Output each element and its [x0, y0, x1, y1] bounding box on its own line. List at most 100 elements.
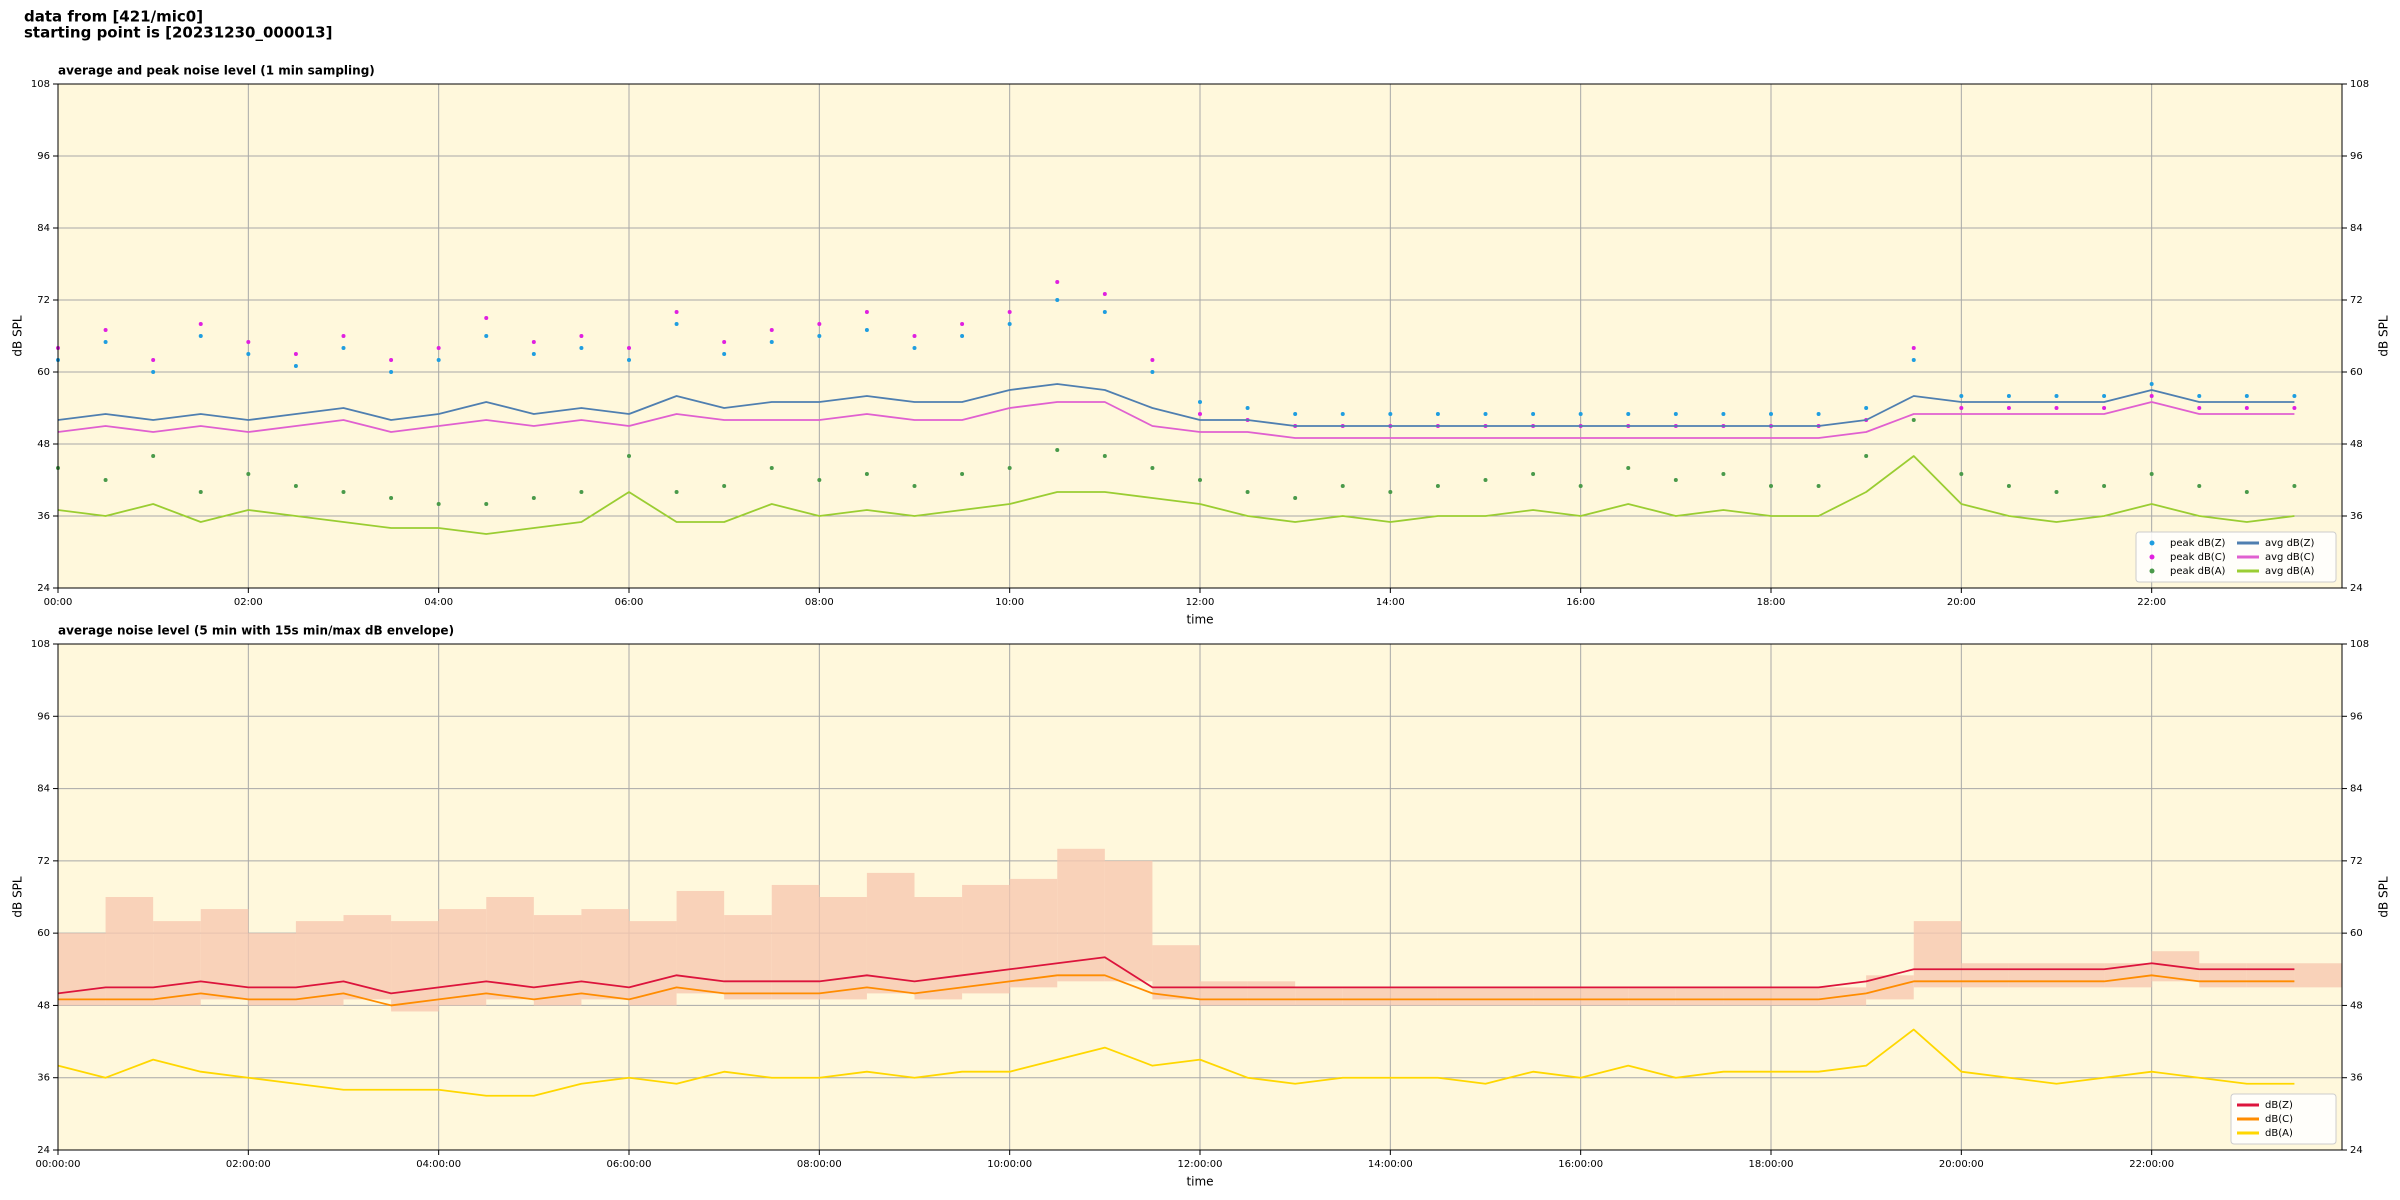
peak-point	[2149, 382, 2154, 386]
peak-point	[531, 352, 536, 356]
peak-point	[389, 358, 394, 362]
peak-point	[769, 466, 774, 470]
peak-point	[246, 352, 251, 356]
series-line	[57, 401, 2295, 439]
peak-point	[1769, 484, 1773, 488]
y-tick-label: 48	[37, 439, 50, 450]
envelope-band	[1580, 987, 1629, 1006]
peak-point	[436, 358, 441, 362]
peak-point	[151, 358, 156, 362]
envelope-band	[58, 933, 106, 1006]
peak-point	[246, 340, 251, 344]
peak-point	[1911, 346, 1916, 350]
envelope-band	[1437, 987, 1486, 1006]
peak-point	[1102, 454, 1107, 458]
peak-point	[722, 352, 727, 356]
peak-point	[1578, 484, 1583, 488]
x-tick-label: 04:00:00	[416, 1159, 461, 1170]
peak-point	[2197, 406, 2202, 410]
peak-point	[1150, 370, 1155, 374]
peak-point	[864, 472, 869, 476]
y-tick-label: 60	[37, 928, 50, 939]
series-line	[57, 455, 2295, 535]
envelope-band	[1009, 878, 1058, 988]
peak-point	[1816, 412, 1821, 416]
y2-tick-label: 84	[2350, 223, 2363, 234]
peak-point	[1245, 490, 1250, 494]
envelope-band	[105, 897, 154, 1006]
peak-point	[769, 340, 774, 344]
peak-point	[389, 370, 394, 374]
peak-point	[817, 334, 822, 338]
legend-label: peak dB(A)	[2170, 566, 2226, 577]
peak-point	[198, 322, 203, 326]
header-line: data from [421/mic0]	[24, 8, 203, 26]
peak-point	[1055, 280, 1060, 284]
envelope-band	[1200, 981, 1248, 1006]
peak-point	[817, 478, 822, 482]
peak-point	[960, 334, 965, 338]
envelope-band	[1057, 848, 1105, 982]
legend-marker	[2149, 540, 2155, 546]
peak-point	[103, 328, 108, 332]
peak-point	[1198, 412, 1202, 416]
peak-point	[579, 334, 584, 338]
peak-point	[1245, 406, 1250, 410]
y2-tick-label: 96	[2350, 151, 2363, 162]
y2-axis-label: dB SPL	[2377, 876, 2391, 918]
peak-point	[436, 502, 441, 506]
envelope-band	[1485, 987, 1534, 1006]
peak-point	[484, 316, 489, 320]
envelope-band	[343, 915, 392, 1000]
envelope-band	[1771, 987, 1819, 1006]
peak-point	[627, 454, 631, 458]
peak-point	[389, 496, 394, 500]
peak-point	[627, 346, 631, 350]
peak-point	[864, 310, 869, 314]
peak-point	[198, 490, 203, 494]
legend-label: dB(Z)	[2265, 1100, 2293, 1111]
legend-label: peak dB(C)	[2170, 552, 2226, 563]
peak-point	[2292, 394, 2297, 398]
y-tick-label: 60	[37, 367, 50, 378]
y2-tick-label: 36	[2350, 511, 2363, 522]
y2-tick-label: 60	[2350, 928, 2363, 939]
y-tick-label: 48	[37, 1000, 50, 1011]
peak-point	[341, 346, 346, 350]
peak-point	[1388, 412, 1393, 416]
x-tick-label: 16:00	[1566, 597, 1595, 608]
envelope-band	[866, 872, 915, 994]
y2-tick-label: 108	[2350, 639, 2369, 650]
peak-point	[912, 346, 917, 350]
y2-tick-label: 36	[2350, 1073, 2363, 1084]
peak-point	[1340, 484, 1345, 488]
peak-point	[1864, 406, 1869, 410]
envelope-band	[391, 921, 439, 1012]
envelope-band	[2199, 963, 2247, 988]
peak-point	[1531, 412, 1536, 416]
envelope-band	[914, 897, 963, 1000]
peak-point	[1626, 466, 1631, 470]
legend-label: avg dB(C)	[2265, 552, 2315, 563]
envelope-band	[1295, 987, 1343, 1006]
peak-point	[1435, 412, 1440, 416]
peak-point	[627, 358, 631, 362]
peak-point	[769, 328, 774, 332]
peak-point	[1293, 412, 1298, 416]
peak-point	[293, 352, 298, 356]
x-tick-label: 10:00	[995, 597, 1024, 608]
peak-point	[2149, 472, 2154, 476]
envelope-band	[2294, 963, 2342, 988]
peak-point	[293, 364, 298, 368]
peak-point	[2006, 484, 2011, 488]
y-tick-label: 108	[31, 79, 50, 90]
legend-label: dB(C)	[2265, 1114, 2293, 1125]
peak-point	[436, 346, 441, 350]
x-tick-label: 02:00:00	[226, 1159, 271, 1170]
peak-point	[960, 322, 965, 326]
y-tick-label: 24	[37, 1145, 50, 1156]
series-line	[57, 383, 2295, 427]
x-tick-label: 22:00	[2137, 597, 2166, 608]
peak-point	[531, 340, 536, 344]
